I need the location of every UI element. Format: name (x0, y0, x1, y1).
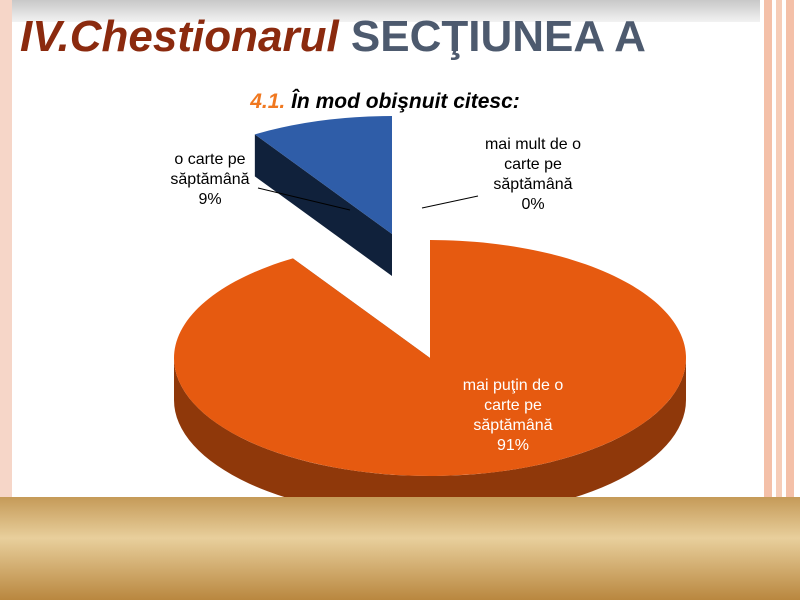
right-decorative-stripes (760, 0, 800, 500)
label-slice-large-line1: mai puţin de o (462, 377, 564, 394)
label-slice-small-pct: 9% (198, 191, 222, 208)
label-slice-zero-line2: carte pe (504, 156, 562, 173)
label-slice-small-line2: săptămână (170, 171, 250, 188)
label-slice-zero-pct: 0% (521, 196, 545, 213)
slide-title-part1: IV.Chestionarul (20, 12, 339, 61)
label-slice-zero-line3: săptămână (493, 176, 573, 193)
label-slice-zero: mai mult de o carte pe săptămână 0% (460, 135, 606, 215)
pie-slice-group-1 (254, 116, 392, 276)
pie-slice-group-0 (173, 240, 687, 518)
label-slice-large: mai puţin de o carte pe săptămână 91% (438, 376, 588, 456)
top-gradient-band (0, 0, 760, 22)
label-slice-large-line2: carte pe (484, 397, 542, 414)
slide-title: IV.Chestionarul SECŢIUNEA A (20, 12, 646, 62)
chart-title-text: În mod obişnuit citesc: (291, 90, 520, 113)
left-decorative-stripe (0, 0, 12, 500)
leader-line-slice-zero (421, 195, 479, 209)
desk-photo-footer (0, 497, 800, 600)
label-slice-zero-line1: mai mult de o (484, 136, 582, 153)
pie-slice-1 (254, 116, 392, 234)
pie-slice-wall-start-1 (254, 134, 392, 276)
label-slice-small: o carte pe săptămână 9% (140, 150, 280, 210)
label-slice-large-pct: 91% (496, 437, 530, 454)
chart-title: 4.1. În mod obişnuit citesc: (0, 90, 770, 114)
leader-line-slice-small (257, 187, 351, 211)
slide-title-part2: SECŢIUNEA A (350, 12, 646, 61)
label-slice-small-line1: o carte pe (174, 151, 246, 168)
chart-title-number: 4.1. (250, 90, 286, 113)
label-slice-large-line3: săptămână (473, 417, 553, 434)
pie-slice-side-0 (174, 358, 686, 518)
pie-slice-0 (173, 240, 687, 477)
